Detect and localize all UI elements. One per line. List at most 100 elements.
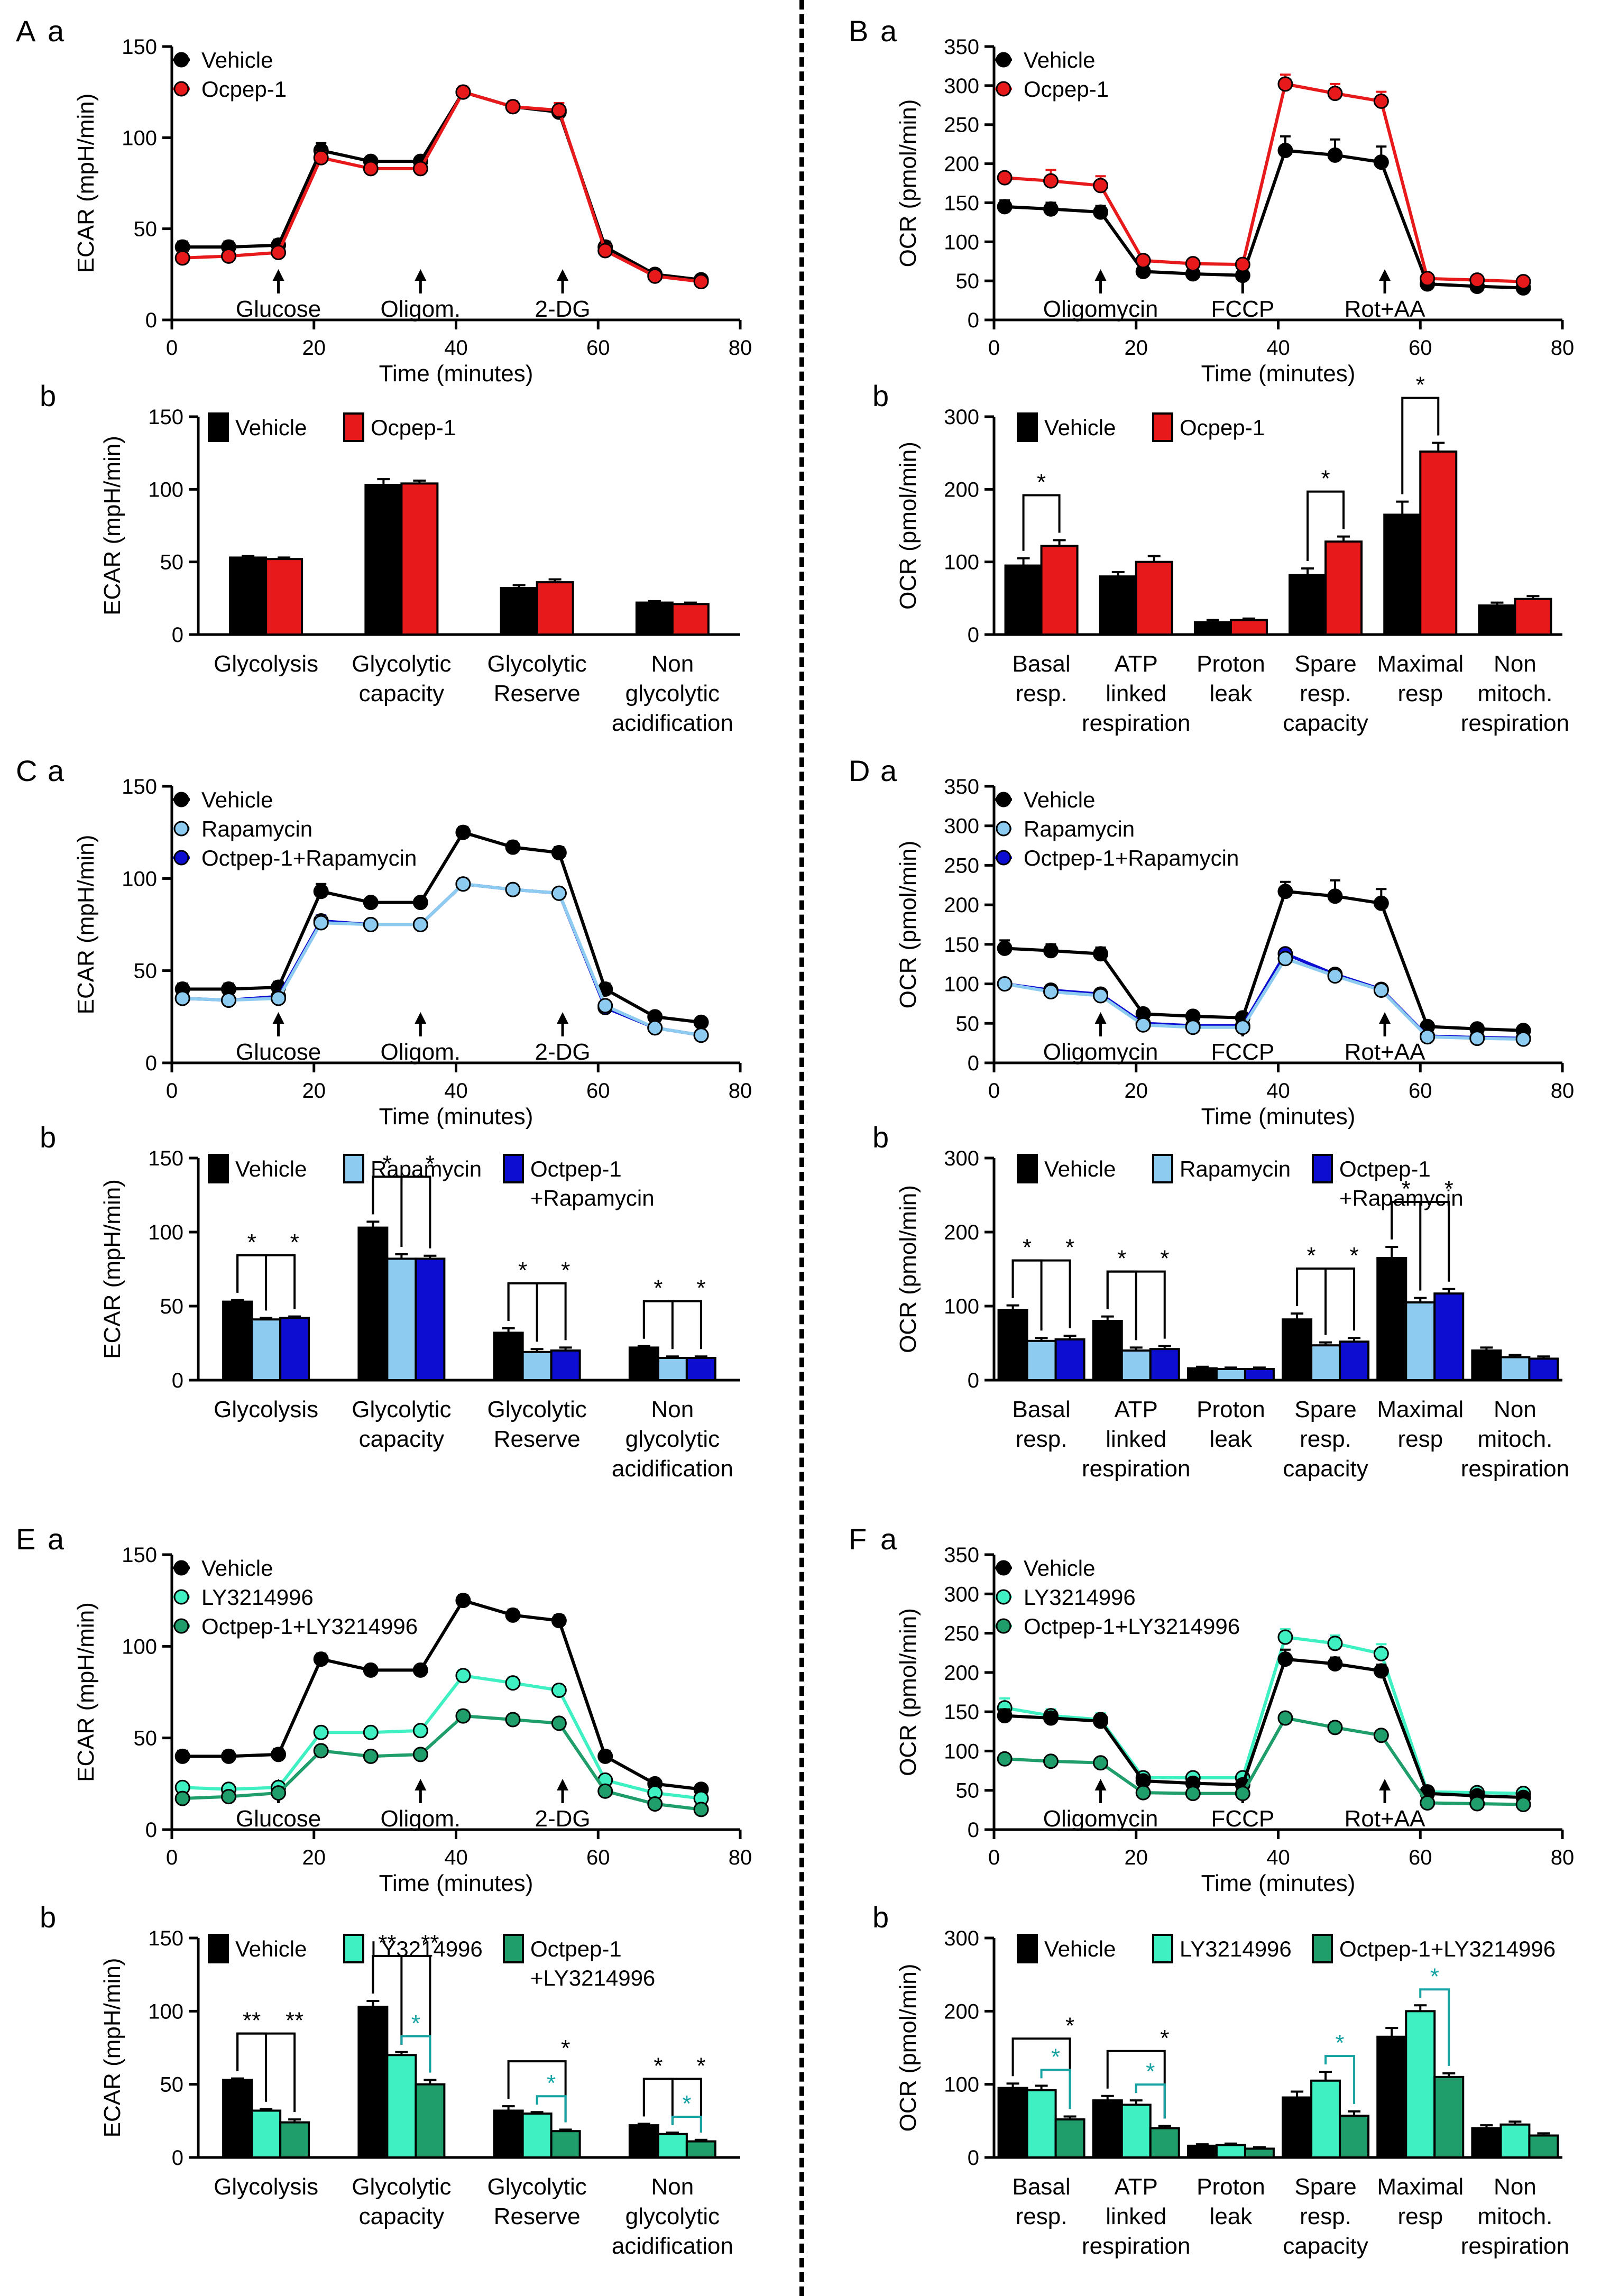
data-point [174,250,190,266]
category-label: Proton [1197,651,1265,677]
data-point [412,917,428,932]
data-point [551,1715,567,1731]
bar [251,1318,282,1381]
category-label: Maximal [1377,1397,1464,1422]
significance-star: * [1146,2059,1155,2084]
y-tick-label: 150 [944,1701,979,1724]
bar [364,484,403,636]
bar-legend: Vehicle Rapamycin Octpep-1 +Rapamycin [1017,1154,1464,1210]
bar [635,601,674,636]
legend-marker [173,792,189,807]
data-point [1185,256,1201,272]
bar [1186,2144,1218,2159]
y-axis-label: ECAR (mpH/min) [99,1958,125,2138]
data-point [597,998,613,1014]
data-point [1327,1636,1343,1651]
x-tick-label: 80 [729,336,752,360]
significance-bracket: * [642,1275,705,1349]
data-point [1185,1786,1201,1802]
x-axis-label: Time (minutes) [1201,361,1356,387]
y-tick-label: 300 [944,815,979,838]
series-vehicle [997,135,1531,296]
legend-label: Vehicle [201,1556,273,1581]
bar [685,1357,716,1381]
data-point [455,84,471,100]
panel-sublabel: a [48,14,65,48]
panel-letter: C [16,754,37,787]
panel-label: b [40,379,56,412]
data-point [1469,1031,1485,1046]
category-label: resp. [1300,681,1351,706]
significance-star: * [547,2070,556,2096]
data-point [313,915,329,931]
y-tick-label: 200 [944,894,979,917]
x-axis-label: Time (minutes) [379,1870,533,1896]
y-tick-label: 200 [944,478,979,501]
category-label: resp [1397,1426,1443,1452]
injection-label: FCCP [1211,1806,1274,1832]
category-label: Glycolytic [352,651,451,677]
panel-sublabel: b [40,1121,56,1154]
significance-bracket: * [642,1275,674,1349]
category-label: respiration [1082,2233,1190,2259]
data-point [1135,1017,1151,1033]
bar [1471,2127,1502,2159]
significance-bracket: * [1040,2044,1071,2109]
legend-label: Octpep-1 [1339,1156,1431,1181]
bar [1282,1318,1313,1381]
series-ly [997,1628,1531,1802]
y-tick-label: 0 [968,1369,979,1392]
data-point [1277,1651,1293,1667]
data-point [1373,154,1389,170]
series-ocpep [174,84,709,290]
category-label: Maximal [1377,2174,1464,2200]
bar [386,2054,417,2159]
y-tick-label: 250 [944,1622,979,1646]
y-tick-label: 0 [968,309,979,332]
category-label: respiration [1461,2233,1569,2259]
series-octrapa [1054,1288,1559,1381]
data-point [271,990,287,1006]
category-label: Proton [1197,1397,1265,1422]
bracket-line [236,1254,296,1309]
significance-bracket: * [1391,1176,1453,1282]
data-point [997,976,1013,992]
series-ly [251,2051,688,2159]
series-vehicle [222,1220,659,1382]
data-point [1420,1029,1436,1045]
y-tick-label: 300 [944,75,979,98]
legend-label: +Rapamycin [1339,1186,1464,1210]
bar [1054,2118,1085,2159]
significance-star: * [682,2091,691,2117]
bar [1339,2115,1370,2159]
data-point [174,990,190,1006]
category-label: mitoch. [1478,681,1553,706]
data-point [313,1651,329,1667]
category-label: Glycolysis [214,651,318,677]
bar [1433,1292,1465,1381]
bar [1405,2010,1436,2159]
bar [1026,1339,1057,1382]
bar [1376,2035,1407,2159]
chart-ca: 0 50 100 150 ECAR (mpH/min) 0 20 40 60 80 Time (mi… [73,775,752,1129]
legend-label: Vehicle [1044,1936,1116,1961]
bracket-line [1306,490,1345,562]
bar [1339,1340,1370,1381]
injection-arrow-head [557,1012,569,1024]
data-point [1135,253,1151,269]
y-tick-label: 350 [944,775,979,798]
x-tick-label: 0 [166,336,178,360]
significance-star: * [1065,1235,1074,1261]
data-point [1043,173,1059,189]
bar [1149,2127,1180,2159]
significance-bracket: * [1106,1246,1169,1339]
legend-label: Vehicle [1024,1556,1095,1581]
category-label: linked [1106,681,1166,706]
x-tick-label: 0 [988,1846,1000,1869]
y-tick-label: 50 [134,1727,158,1750]
bar [628,2124,659,2159]
significance-star: * [1430,1963,1439,1989]
y-tick-label: 350 [944,1544,979,1567]
